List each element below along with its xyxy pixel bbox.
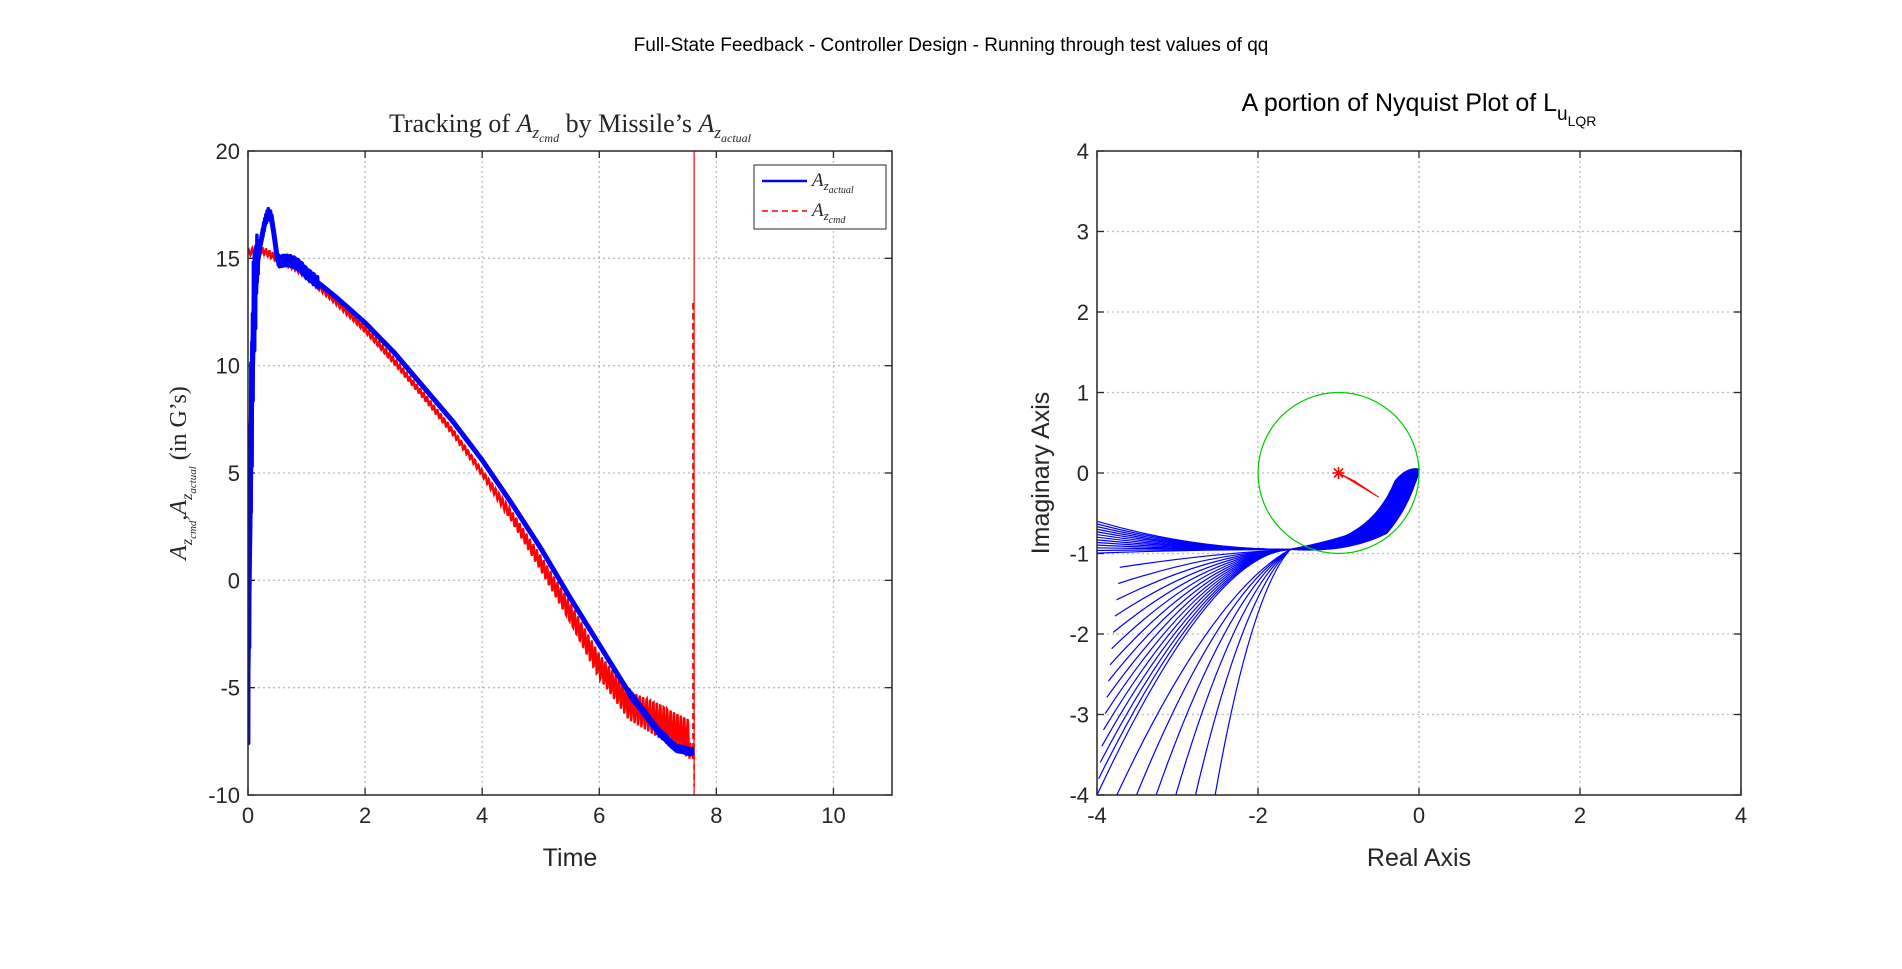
nyquist-title-main: A portion of Nyquist Plot of L bbox=[1242, 89, 1558, 117]
tracking-xtick-label: 4 bbox=[476, 803, 488, 828]
figure-suptitle: Full-State Feedback - Controller Design … bbox=[634, 35, 1269, 56]
tracking-series bbox=[248, 151, 695, 795]
nyquist-curve-tail bbox=[1194, 549, 1291, 795]
tracking-ylabel: Azcmd,Azactual (in G’s) bbox=[166, 386, 199, 562]
nyquist-xtick-label: 2 bbox=[1574, 803, 1586, 828]
nyquist-ytick-label: 0 bbox=[1077, 461, 1089, 486]
nyquist-xtick-label: -4 bbox=[1087, 803, 1107, 828]
tracking-axes-box bbox=[247, 150, 893, 796]
tracking-title: Tracking of Azcmd by Missile’s Azactual bbox=[389, 109, 752, 145]
tracking-ytick-label: 20 bbox=[216, 139, 240, 164]
tracking-title-a2: A bbox=[697, 109, 715, 138]
nyquist-ytick-label: 2 bbox=[1077, 300, 1089, 325]
nyquist-title-sub: u bbox=[1557, 104, 1568, 125]
tracking-xtick-label: 6 bbox=[593, 803, 605, 828]
nyquist-ytick-label: -2 bbox=[1069, 622, 1089, 647]
tracking-xtick-label: 2 bbox=[359, 803, 371, 828]
nyquist-axes-box bbox=[1096, 150, 1742, 796]
nyquist-title: A portion of Nyquist Plot of LuLQR bbox=[1242, 89, 1597, 129]
tracking-legend-box bbox=[753, 164, 887, 230]
chart-tracking: Tracking of Azcmd by Missile’s Azactual … bbox=[166, 109, 893, 872]
tracking-grid bbox=[248, 151, 892, 795]
nyquist-series bbox=[1097, 391, 1420, 795]
nyquist-curve-tail bbox=[1214, 549, 1291, 795]
nyquist-critical-point-marker bbox=[1332, 467, 1345, 479]
tracking-title-a1: A bbox=[515, 109, 533, 138]
nyquist-ytick-label: 3 bbox=[1077, 220, 1089, 245]
chart-nyquist: A portion of Nyquist Plot of LuLQR -4 -2 0… bbox=[1027, 89, 1747, 872]
tracking-ytick-label: -5 bbox=[220, 676, 240, 701]
tracking-xlabel: Time bbox=[543, 844, 598, 872]
tracking-title-prefix: Tracking of bbox=[389, 109, 517, 138]
nyquist-xlabel: Real Axis bbox=[1367, 844, 1471, 872]
nyquist-ytick-label: 4 bbox=[1077, 139, 1089, 164]
tracking-xtick-label: 8 bbox=[710, 803, 722, 828]
nyquist-unit-circle bbox=[1257, 391, 1420, 555]
nyquist-ytick-label: -3 bbox=[1069, 703, 1089, 728]
tracking-legend: Azactual Azcmd bbox=[753, 164, 887, 230]
tracking-ytick-label: -10 bbox=[208, 783, 240, 808]
series-azactual-line bbox=[248, 210, 694, 755]
nyquist-ticks: -4 -2 0 2 4 -4 -3 -2 -1 0 1 2 3 4 bbox=[1069, 139, 1747, 828]
nyquist-ytick-label: -4 bbox=[1069, 783, 1089, 808]
nyquist-ylabel: Imaginary Axis bbox=[1027, 392, 1055, 555]
tracking-xtick-label: 0 bbox=[242, 803, 254, 828]
nyquist-curve-tail bbox=[1155, 548, 1291, 795]
tracking-ticks: 0 2 4 6 8 10 -10 -5 0 5 10 15 20 bbox=[208, 139, 892, 828]
nyquist-curve-tail bbox=[1135, 548, 1291, 795]
nyquist-curve-tail bbox=[1116, 548, 1291, 795]
tracking-xtick-label: 10 bbox=[821, 803, 845, 828]
nyquist-title-subsub: LQR bbox=[1568, 113, 1597, 129]
legend-label-actual: Azactual bbox=[810, 170, 854, 196]
nyquist-grid bbox=[1097, 151, 1741, 795]
nyquist-xtick-label: 4 bbox=[1735, 803, 1747, 828]
nyquist-ytick-label: -1 bbox=[1069, 542, 1089, 567]
tracking-title-s2: z bbox=[713, 123, 721, 142]
nyquist-xtick-label: -2 bbox=[1248, 803, 1268, 828]
nyquist-xtick-label: 0 bbox=[1413, 803, 1425, 828]
nyquist-red-wedge bbox=[1338, 472, 1380, 498]
tracking-title-ss1: cmd bbox=[539, 131, 560, 145]
tracking-title-mid: by Missile’s bbox=[559, 109, 698, 138]
nyquist-ytick-label: 1 bbox=[1077, 381, 1089, 406]
nyquist-curve-tail bbox=[1175, 549, 1291, 795]
tracking-title-s1: z bbox=[531, 123, 539, 142]
legend-label-cmd: Azcmd bbox=[810, 200, 846, 226]
tracking-ytick-label: 10 bbox=[216, 354, 240, 379]
tracking-ytick-label: 15 bbox=[216, 246, 240, 271]
tracking-ytick-label: 5 bbox=[228, 461, 240, 486]
tracking-ytick-label: 0 bbox=[228, 568, 240, 593]
tracking-title-ss2: actual bbox=[721, 131, 752, 145]
